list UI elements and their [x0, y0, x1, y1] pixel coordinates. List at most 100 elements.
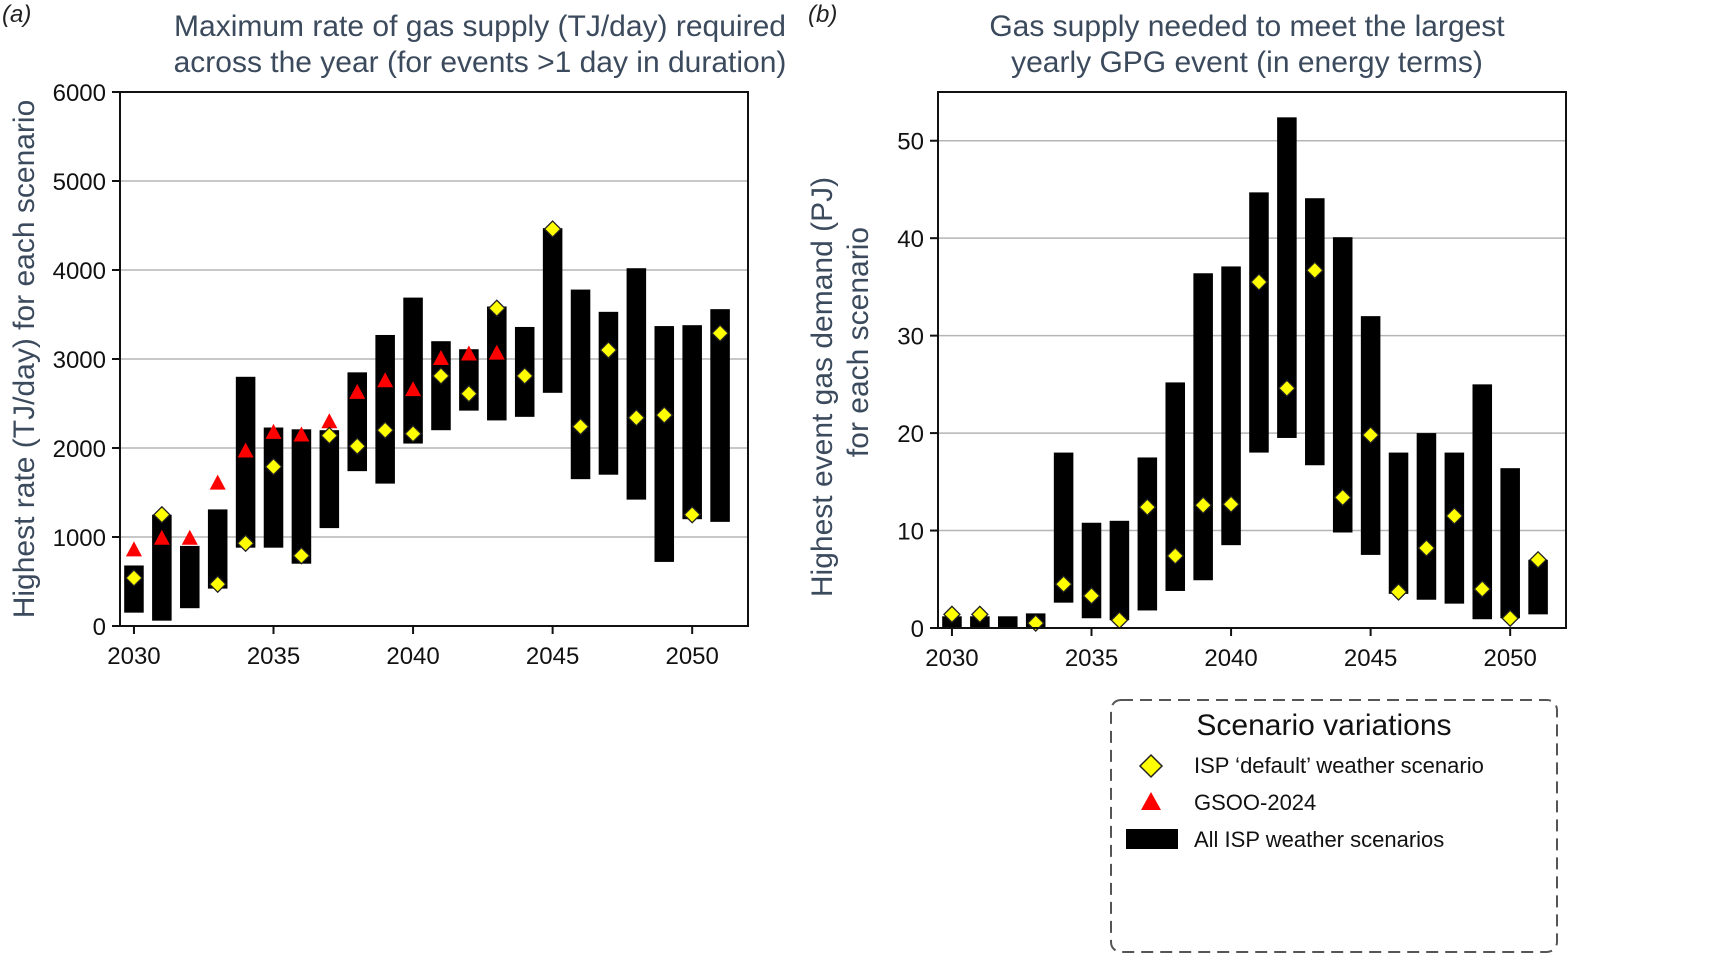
- default-diamond-2031: [152, 505, 171, 524]
- x-tick-label-2045: 2045: [1344, 645, 1397, 672]
- range-bar-2036: [1109, 520, 1130, 621]
- y-tick-label-0: 0: [93, 614, 106, 641]
- range-bar-2036: [291, 429, 312, 564]
- range-bar-2038: [1165, 382, 1186, 591]
- y-tick-label-3000: 3000: [53, 347, 106, 374]
- default-diamond-2040: [1222, 495, 1240, 514]
- range-bar-2047: [598, 311, 619, 475]
- panel-b: (b) Gas supply needed to meet the larges…: [806, 1, 1567, 672]
- range-bar-2039: [375, 334, 395, 484]
- x-tick-label-2040: 2040: [1204, 645, 1257, 672]
- default-diamond-2039: [376, 421, 395, 440]
- gsoo-triangle-2040: [405, 381, 422, 397]
- default-diamond-2048: [1445, 507, 1464, 525]
- default-diamond-2043: [487, 299, 506, 318]
- range-bar-2034: [235, 376, 256, 548]
- default-diamond-2047: [599, 341, 618, 360]
- range-bar-2039: [1193, 273, 1213, 581]
- x-tick-label-2035: 2035: [247, 643, 300, 670]
- panel-b-y-axis-label-line-2: for each scenario: [842, 227, 875, 457]
- range-bar-2051: [1528, 559, 1548, 615]
- legend: Scenario variations ISP ‘default’ weathe…: [1110, 699, 1558, 953]
- x-tick-label-2045: 2045: [526, 643, 579, 670]
- y-tick-label-30: 30: [897, 324, 924, 351]
- y-tick-label-4000: 4000: [53, 258, 106, 285]
- gsoo-triangle-2042: [460, 345, 477, 361]
- range-bar-2051: [710, 309, 730, 522]
- gsoo-triangle-2041: [432, 350, 449, 365]
- default-diamond-2034: [1054, 575, 1073, 594]
- gsoo-triangle-2035: [265, 423, 282, 439]
- panel-a-marks: [124, 220, 730, 621]
- y-tick-label-0: 0: [911, 616, 924, 643]
- default-diamond-2037: [320, 426, 339, 445]
- y-tick-label-40: 40: [897, 226, 924, 253]
- range-bar-2033: [207, 509, 228, 589]
- range-bar-2047: [1416, 433, 1437, 600]
- y-tick-label-1000: 1000: [53, 525, 106, 552]
- default-diamond-2043: [1305, 261, 1324, 280]
- gsoo-triangle-2038: [349, 383, 366, 399]
- range-bar-2045: [542, 228, 563, 393]
- range-bar-2040: [1221, 266, 1241, 546]
- default-diamond-2048: [627, 408, 646, 427]
- range-bar-2050: [1500, 468, 1520, 619]
- y-tick-label-2000: 2000: [53, 436, 106, 463]
- range-bar-2032: [180, 545, 200, 609]
- default-diamond-2045: [1361, 426, 1380, 444]
- default-diamond-2041: [432, 366, 450, 385]
- panel-a-title-line-2: across the year (for events >1 day in du…: [174, 46, 787, 79]
- default-diamond-2038: [348, 437, 367, 456]
- default-diamond-2042: [459, 384, 478, 403]
- legend-item-default-weather: ISP ‘default’ weather scenario: [1194, 753, 1484, 778]
- gsoo-triangle-2033: [209, 474, 226, 490]
- range-bar-2044: [1332, 237, 1353, 533]
- legend-title: Scenario variations: [1196, 709, 1451, 742]
- legend-item-gsoo-2024: GSOO-2024: [1194, 790, 1316, 815]
- default-diamond-2046: [571, 417, 590, 436]
- y-tick-label-6000: 6000: [53, 80, 106, 107]
- gsoo-triangle-2031: [153, 529, 170, 545]
- x-tick-label-2050: 2050: [1483, 645, 1536, 672]
- legend-diamond-symbol: [1138, 753, 1164, 779]
- default-diamond-2037: [1138, 498, 1157, 517]
- default-diamond-2030: [943, 605, 961, 624]
- default-diamond-2044: [1333, 488, 1352, 507]
- panel-b-gridlines: [938, 139, 1566, 532]
- default-diamond-2035: [264, 457, 283, 476]
- default-diamond-2051: [711, 324, 730, 343]
- default-diamond-2045: [543, 220, 562, 238]
- range-bar-2046: [1388, 452, 1409, 594]
- gsoo-triangle-2036: [293, 426, 310, 442]
- panel-b-marks: [942, 117, 1548, 633]
- range-bar-2034: [1053, 452, 1074, 603]
- default-diamond-2033: [208, 575, 227, 594]
- panel-a-label: (a): [2, 1, 31, 28]
- range-bar-2049: [654, 326, 675, 562]
- panel-b-label: (b): [808, 1, 837, 28]
- range-bar-2037: [319, 430, 340, 529]
- default-diamond-2036: [292, 546, 311, 565]
- default-diamond-2044: [515, 366, 534, 385]
- range-bar-2050: [682, 325, 702, 520]
- gsoo-triangle-2039: [377, 372, 394, 388]
- panel-a: (a) Maximum rate of gas supply (TJ/day) …: [2, 1, 786, 670]
- default-diamond-2049: [655, 406, 674, 424]
- legend-frame: [1110, 699, 1558, 953]
- range-bar-2048: [626, 268, 647, 500]
- gsoo-triangle-2037: [321, 413, 338, 429]
- default-diamond-2031: [970, 605, 989, 624]
- x-tick-label-2050: 2050: [665, 643, 718, 670]
- y-tick-label-50: 50: [897, 129, 924, 156]
- range-bar-2049: [1472, 384, 1493, 620]
- legend-bar-symbol: [1126, 829, 1178, 849]
- default-diamond-2047: [1417, 539, 1436, 558]
- gsoo-triangle-2030: [125, 541, 142, 557]
- default-diamond-2051: [1529, 550, 1548, 569]
- default-diamond-2039: [1194, 496, 1213, 515]
- panel-a-y-axis-label: Highest rate (TJ/day) for each scenario: [8, 100, 41, 619]
- default-diamond-2050: [1501, 609, 1520, 628]
- x-tick-label-2030: 2030: [107, 643, 160, 670]
- panel-a-title-line-1: Maximum rate of gas supply (TJ/day) requ…: [174, 10, 786, 43]
